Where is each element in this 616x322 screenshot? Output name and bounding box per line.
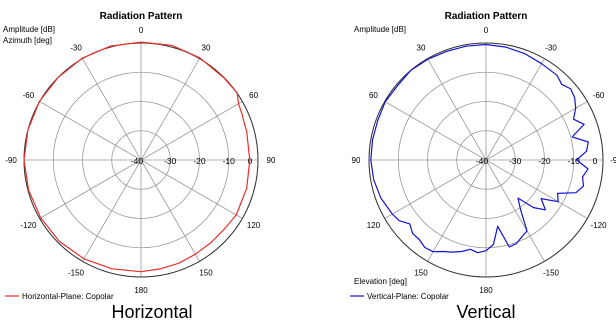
angle-tick-label: 0: [139, 26, 144, 35]
legend-label: Vertical-Plane: Copolar: [367, 292, 449, 301]
angle-tick-label: 0: [484, 26, 489, 35]
polar-chart-2: -40 -30 -20 -10 0 0 -30 -60 -90 -120 -150 180 150 120…: [350, 11, 616, 322]
grid-spoke: [485, 159, 588, 219]
grid-spoke: [140, 58, 200, 161]
series-line-1: [23, 41, 251, 273]
chart-title: Radiation Pattern: [445, 11, 528, 22]
angle-tick-label: -150: [543, 269, 560, 278]
grid-spoke: [82, 159, 142, 262]
angle-tick-label: 30: [202, 43, 211, 52]
radial-tick-label: -20: [193, 156, 206, 166]
angle-tick-label: -150: [68, 269, 85, 278]
angle-tick-label: -60: [23, 91, 35, 100]
radial-tick-label: -10: [568, 156, 581, 166]
grid-spoke: [384, 101, 487, 161]
chart-title: Radiation Pattern: [100, 11, 183, 22]
angle-tick-label: -120: [20, 221, 37, 230]
radial-tick-label: -30: [164, 156, 177, 166]
angle-tick-label: 150: [414, 269, 428, 278]
grid-spoke: [485, 159, 545, 262]
angle-tick-label: -30: [70, 43, 82, 52]
angle-tick-label: -30: [545, 43, 557, 52]
angle-tick-label: 30: [417, 43, 426, 52]
grid-spoke: [427, 159, 487, 262]
angle-tick-label: 90: [352, 156, 361, 165]
angle-tick-label: 90: [267, 156, 276, 165]
grid-spoke: [140, 159, 243, 219]
radial-tick-label: -30: [509, 156, 522, 166]
grid-spoke: [485, 58, 545, 161]
radial-axis-label: Amplitude [dB]: [3, 25, 55, 34]
grid-spoke: [140, 159, 200, 262]
legend-label: Horizontal-Plane: Copolar: [22, 292, 114, 301]
angle-tick-label: 150: [199, 269, 213, 278]
radial-tick-label: 0: [593, 156, 598, 166]
angle-tick-label: -120: [591, 221, 608, 230]
grid-spoke: [82, 58, 142, 161]
grid-spoke: [384, 159, 487, 219]
angle-tick-label: -90: [610, 156, 616, 165]
grid-spoke: [39, 159, 142, 219]
outer-circle: [368, 42, 604, 278]
angle-tick-label: -90: [5, 156, 17, 165]
radial-axis-label: Amplitude [dB]: [354, 25, 406, 34]
angle-tick-label: 120: [247, 221, 261, 230]
angle-tick-label: 120: [367, 221, 381, 230]
chart-caption: Horizontal: [111, 302, 192, 322]
grid-spoke: [39, 101, 142, 161]
radial-tick-label: -40: [131, 156, 144, 166]
chart-caption: Vertical: [456, 302, 515, 322]
angular-axis-label: Azimuth [deg]: [3, 36, 52, 45]
angle-tick-label: -60: [593, 91, 605, 100]
radial-tick-label: -20: [538, 156, 551, 166]
grid-spoke: [140, 101, 243, 161]
angle-tick-label: 180: [479, 286, 493, 295]
angle-tick-label: 60: [249, 91, 258, 100]
series-line-1: [370, 43, 589, 254]
angular-axis-label: Elevation [deg]: [354, 277, 407, 286]
angle-tick-label: 60: [369, 91, 378, 100]
angle-tick-label: 180: [134, 286, 148, 295]
grid-spoke: [485, 101, 588, 161]
polar-chart-1: -40 -30 -20 -10 00306090120150180-150-120-90…: [3, 11, 276, 322]
radial-tick-label: -40: [476, 156, 489, 166]
grid-spoke: [427, 58, 487, 161]
radial-tick-label: -10: [223, 156, 236, 166]
